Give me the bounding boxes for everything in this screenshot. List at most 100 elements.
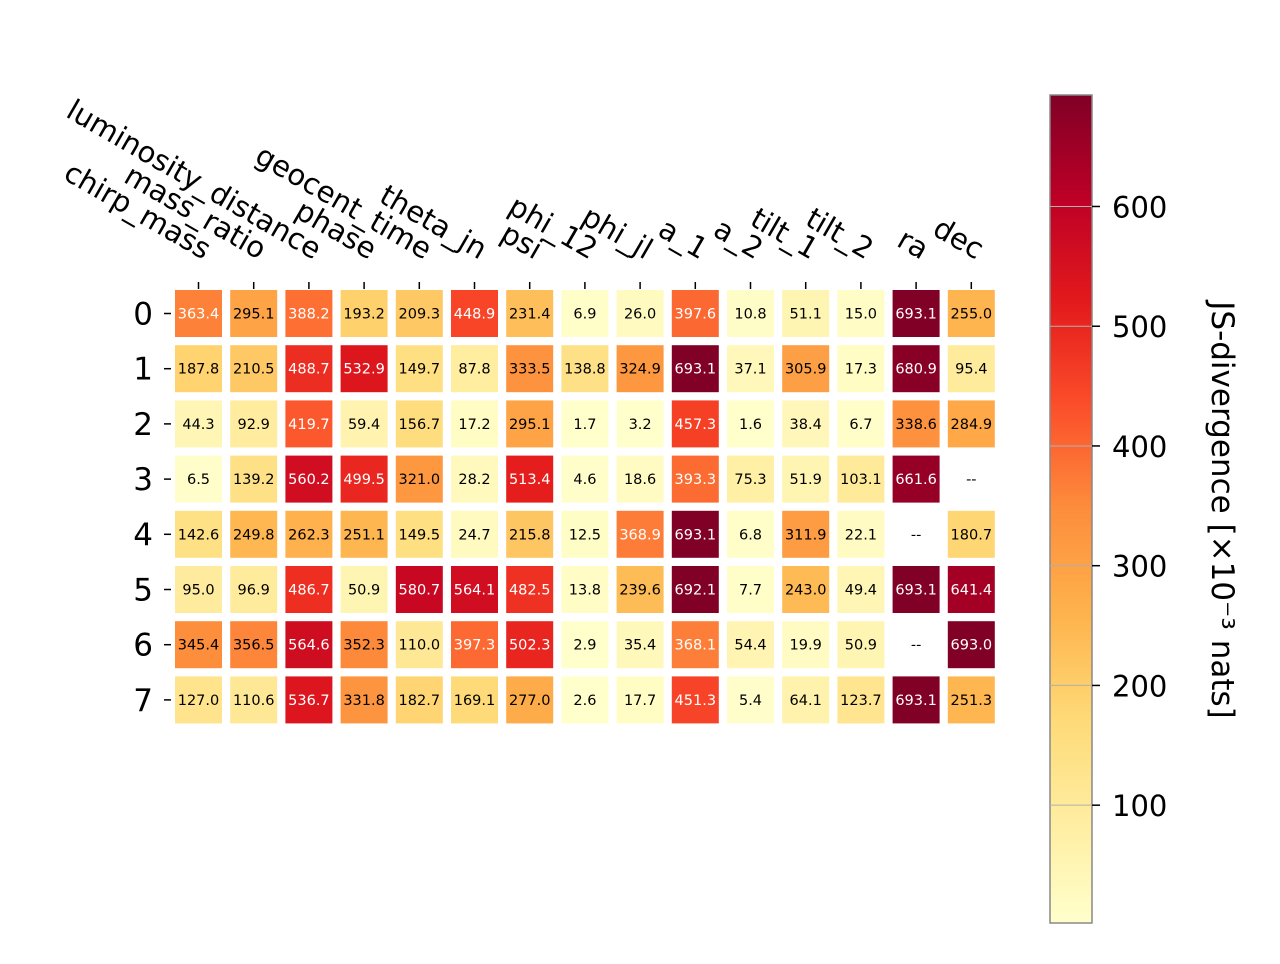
heatmap-cell [395,400,443,448]
heatmap-cell [892,400,940,448]
cell-value-label: 251.1 [343,527,385,543]
heatmap-cell [175,676,222,724]
heatmap-cell [451,345,498,393]
cell-value-label: 368.1 [675,638,717,654]
cell-value-label: 44.3 [182,417,214,433]
cell-value-label: 397.6 [675,307,717,323]
heatmap-cell [727,566,774,613]
heatmap-cell [340,676,388,724]
row-label: 5 [133,573,153,609]
cell-value-label: 295.1 [233,307,275,323]
cell-value-label: 156.7 [399,417,441,433]
heatmap-cell [395,455,443,503]
heatmap-cell [175,290,222,337]
heatmap-cell [837,510,885,558]
cell-value-label: 249.8 [233,527,275,543]
heatmap-cell [451,400,498,448]
heatmap-cell [285,400,333,448]
heatmap-cell [616,290,664,337]
cell-value-label: 693.1 [675,527,717,543]
cell-value-label: 50.9 [348,583,380,599]
heatmap-cell [727,510,774,558]
heatmap-cell [340,510,388,558]
heatmap-cell [671,345,719,393]
heatmap-cell [561,621,609,669]
heatmap-cell [727,345,774,393]
cell-value-label: 51.1 [790,307,822,323]
heatmap-cell [340,345,388,393]
cell-value-label: 54.4 [734,638,766,654]
heatmap-cell [671,621,719,669]
heatmap-cells: 363.4 295.1 388.2 193.2 209.3 448.9 231.4 6.9 26… [175,290,995,724]
cell-value-label: 24.7 [458,527,490,543]
heatmap-cell [175,621,222,669]
heatmap-cell [837,676,885,724]
cell-value-label: 26.0 [624,307,656,323]
cell-value-label: 251.3 [951,693,993,709]
heatmap-cell [727,455,774,503]
heatmap-cell [395,676,443,724]
cell-value-label: 28.2 [458,472,490,488]
row-label: 1 [133,352,153,388]
heatmap-cell [837,400,885,448]
cell-value-label: 210.5 [233,362,275,378]
cell-value-label: 215.8 [509,527,551,543]
column-label: ra [892,222,935,266]
column-label: a_1 [653,211,714,266]
cell-value-label: 149.7 [399,362,441,378]
heatmap-cell [506,621,554,669]
heatmap-cell [506,290,554,337]
column-labels: chirp_massmass_ratioluminosity_distancep… [58,93,990,289]
heatmap-cell [837,345,885,393]
heatmap-cell [285,455,333,503]
cell-value-label: 305.9 [785,362,827,378]
cell-value-label: 693.1 [675,362,717,378]
cell-value-label: 324.9 [619,362,661,378]
cell-value-label: 6.7 [849,417,872,433]
heatmap-cell [616,510,664,558]
heatmap-cell [782,290,830,337]
cell-value-label: 277.0 [509,693,551,709]
heatmap-cell [727,621,774,669]
heatmap-cell [285,345,333,393]
cell-value-label: 345.4 [178,638,220,654]
heatmap-cell [506,400,554,448]
heatmap-cell [506,566,554,613]
cell-value-label: 110.6 [233,693,275,709]
heatmap-cell [671,510,719,558]
row-label: 2 [133,407,153,443]
heatmap-cell [175,566,222,613]
heatmap-cell [782,566,830,613]
colorbar-label: JS-divergence [×10⁻³ nats] [1204,299,1240,719]
colorbar-tick-label: 600 [1112,190,1167,224]
cell-value-label: 368.9 [619,527,661,543]
heatmap-cell [175,510,222,558]
cell-value-label: 59.4 [348,417,380,433]
cell-value-label: -- [911,638,921,654]
cell-value-label: 243.0 [785,583,827,599]
cell-value-label: 488.7 [288,362,330,378]
heatmap-cell [340,455,388,503]
cell-value-label: 321.0 [399,472,441,488]
cell-value-label: 96.9 [238,583,270,599]
heatmap-cell [230,290,278,337]
cell-value-label: -- [911,527,921,543]
cell-value-label: 18.6 [624,472,656,488]
heatmap-cell [561,400,609,448]
cell-value-label: 13.8 [569,583,601,599]
colorbar-tick-label: 300 [1112,550,1167,584]
heatmap-cell [727,400,774,448]
row-label: 6 [133,628,153,664]
heatmap-cell [892,566,940,613]
row-label: 0 [133,297,153,333]
cell-value-label: 127.0 [178,693,220,709]
heatmap-cell [285,290,333,337]
heatmap-cell [395,345,443,393]
heatmap-cell [947,676,995,724]
cell-value-label: 356.5 [233,638,275,654]
cell-value-label: 7.7 [739,583,762,599]
heatmap-cell [837,290,885,337]
cell-value-label: 502.3 [509,638,551,654]
heatmap-cell [837,621,885,669]
cell-value-label: 680.9 [895,362,937,378]
